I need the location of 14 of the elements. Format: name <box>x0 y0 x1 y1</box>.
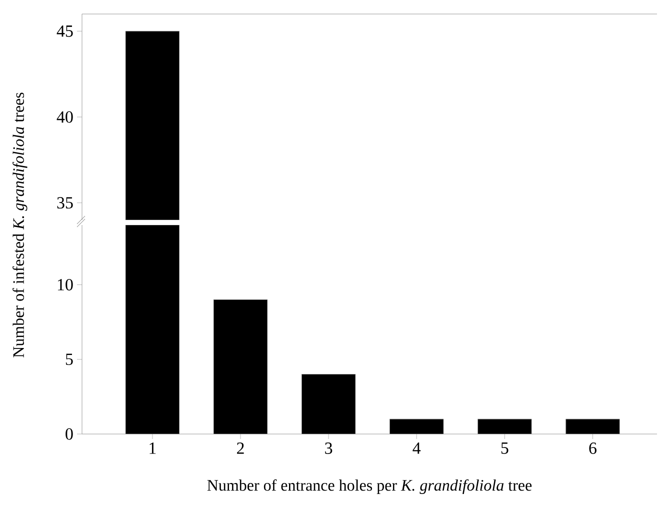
x-tick-label: 5 <box>501 442 508 454</box>
x-tick-label: 1 <box>150 442 156 454</box>
y-tick-label: 0 <box>66 428 73 440</box>
x-tick-label: 3 <box>325 442 332 454</box>
x-tick-label: 6 <box>589 442 596 454</box>
y-tick-label: 40 <box>56 111 73 123</box>
y-tick-label: 10 <box>58 278 73 290</box>
y-tick-label: 35 <box>57 197 73 209</box>
y-tick-label: 5 <box>66 354 73 366</box>
x-tick-label: 4 <box>412 442 421 454</box>
y-axis-title: Number of infested K. grandifoliola trees <box>12 92 28 358</box>
x-axis-title: Number of entrance holes per K. grandifoliola tree <box>207 479 532 494</box>
x-tick-label: 2 <box>237 442 244 454</box>
y-tick-label: 45 <box>56 25 73 37</box>
